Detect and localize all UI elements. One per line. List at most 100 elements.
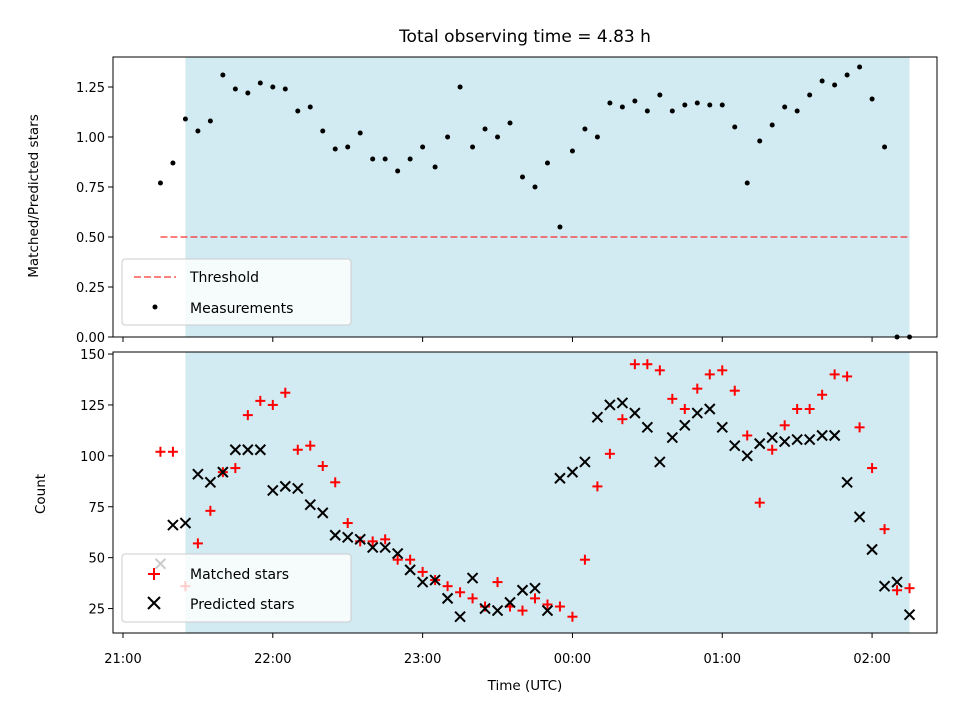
bottom-y-tick-label: 75 bbox=[88, 501, 105, 516]
predicted-x-b bbox=[379, 541, 391, 554]
matched-star-point bbox=[854, 422, 865, 433]
predicted-x-b bbox=[666, 431, 679, 444]
matched-star-point bbox=[879, 524, 890, 535]
predicted-x-b bbox=[853, 511, 866, 523]
top-y-tick-label: 0.50 bbox=[76, 231, 105, 246]
matched-star-point bbox=[267, 399, 278, 410]
measurement-point bbox=[694, 100, 700, 106]
predicted-x-b bbox=[317, 507, 329, 519]
predicted-star-point bbox=[554, 472, 566, 484]
matched-star-point bbox=[330, 477, 341, 488]
predicted-x-b bbox=[828, 429, 841, 442]
measurement-point bbox=[282, 86, 288, 92]
matched-star-point bbox=[467, 593, 478, 604]
measurement-point bbox=[657, 92, 663, 98]
measurement-point bbox=[220, 72, 226, 78]
predicted-x-b bbox=[716, 421, 728, 434]
predicted-star-point bbox=[541, 604, 554, 617]
matched-star-point bbox=[167, 446, 178, 457]
predicted-star-point bbox=[616, 397, 629, 409]
measurement-point bbox=[207, 118, 213, 124]
predicted-star-point bbox=[192, 468, 204, 480]
predicted-x-b bbox=[416, 576, 429, 588]
predicted-x-b bbox=[342, 531, 354, 544]
matched-star-point bbox=[317, 461, 328, 472]
measurement-point bbox=[619, 104, 625, 110]
matched-star-point bbox=[817, 389, 828, 400]
predicted-x-b bbox=[441, 592, 454, 605]
bottom-legend-box bbox=[121, 553, 352, 623]
measurement-point bbox=[520, 174, 526, 180]
predicted-x-b bbox=[254, 444, 267, 456]
matched-star-point bbox=[367, 536, 378, 547]
predicted-x-b bbox=[541, 604, 554, 617]
predicted-star-point bbox=[504, 596, 516, 609]
predicted-x-b bbox=[167, 519, 179, 531]
matched-star-point bbox=[792, 404, 803, 415]
matched-star-point bbox=[192, 538, 203, 549]
measurement-point bbox=[882, 144, 888, 150]
x-tick-label: 23:00 bbox=[404, 652, 441, 667]
matched-star-point bbox=[492, 577, 503, 588]
top-legend: Threshold Measurements bbox=[121, 258, 352, 326]
measurement-point bbox=[869, 96, 875, 102]
predicted-star-point bbox=[416, 576, 429, 588]
measurement-point bbox=[195, 128, 201, 134]
predicted-x-b bbox=[229, 444, 242, 456]
matched-legend-swatch bbox=[148, 568, 160, 580]
predicted-x-b bbox=[516, 584, 529, 596]
matched-star-point bbox=[292, 444, 303, 455]
top-y-tick-label: 0.75 bbox=[76, 181, 105, 196]
predicted-x-b bbox=[778, 435, 791, 448]
predicted-star-point bbox=[766, 431, 778, 444]
predicted-star-point bbox=[853, 511, 866, 523]
measurement-point bbox=[332, 146, 338, 152]
predicted-x-b bbox=[841, 476, 853, 489]
measurement-point bbox=[232, 86, 238, 92]
matched-star-point bbox=[629, 359, 640, 370]
measurement-point bbox=[857, 64, 863, 70]
bottom-y-tick-label: 125 bbox=[80, 399, 105, 414]
bottom-plot-frame bbox=[112, 351, 938, 634]
predicted-star-point bbox=[791, 433, 803, 446]
top-x-axis bbox=[122, 337, 873, 342]
predicted-star-point bbox=[317, 507, 329, 519]
predicted-star-point bbox=[691, 407, 703, 419]
measurement-point bbox=[507, 120, 513, 126]
measurement-point bbox=[295, 108, 301, 114]
measurement-point bbox=[569, 148, 575, 154]
predicted-x-b bbox=[754, 437, 766, 450]
predicted-star-point bbox=[404, 564, 416, 576]
measurement-point bbox=[707, 102, 713, 108]
predicted-star-point bbox=[279, 480, 291, 493]
matched-star-point bbox=[230, 463, 241, 474]
predicted-star-point bbox=[903, 608, 916, 621]
x-tick-label: 02:00 bbox=[853, 652, 890, 667]
bottom-panel: 25 50 75 100 125 150 21:00 22:00 23:00 00:00 01:0… bbox=[33, 348, 938, 694]
predicted-star-point bbox=[379, 541, 391, 554]
predicted-x-b bbox=[429, 574, 441, 586]
bottom-y-tick-label: 100 bbox=[80, 450, 105, 465]
top-y-axis: 0.00 0.25 0.50 0.75 1.00 1.25 bbox=[76, 81, 113, 346]
x-tick-label: 22:00 bbox=[254, 652, 291, 667]
predicted-star-point bbox=[391, 547, 404, 560]
measurements-legend-label: Measurements bbox=[190, 301, 293, 317]
matched-star-point bbox=[542, 599, 553, 610]
measurement-point bbox=[844, 72, 850, 78]
matched-star-point bbox=[517, 605, 528, 616]
top-y-tick-label: 1.00 bbox=[76, 131, 105, 146]
predicted-star-point bbox=[741, 450, 753, 462]
top-y-tick-label: 1.25 bbox=[76, 81, 105, 96]
measurement-point bbox=[769, 122, 775, 128]
bottom-legend: Matched stars Predicted stars bbox=[121, 553, 352, 623]
predicted-star-point bbox=[716, 421, 728, 434]
predicted-star-point bbox=[666, 431, 679, 444]
matched-star-point bbox=[904, 583, 915, 594]
predicted-x-b bbox=[179, 517, 192, 529]
predicted-x-b bbox=[404, 564, 416, 576]
measurement-point bbox=[757, 138, 763, 144]
measurement-point bbox=[644, 108, 650, 114]
top-plot-frame bbox=[112, 56, 938, 338]
predicted-star-point bbox=[629, 407, 641, 419]
